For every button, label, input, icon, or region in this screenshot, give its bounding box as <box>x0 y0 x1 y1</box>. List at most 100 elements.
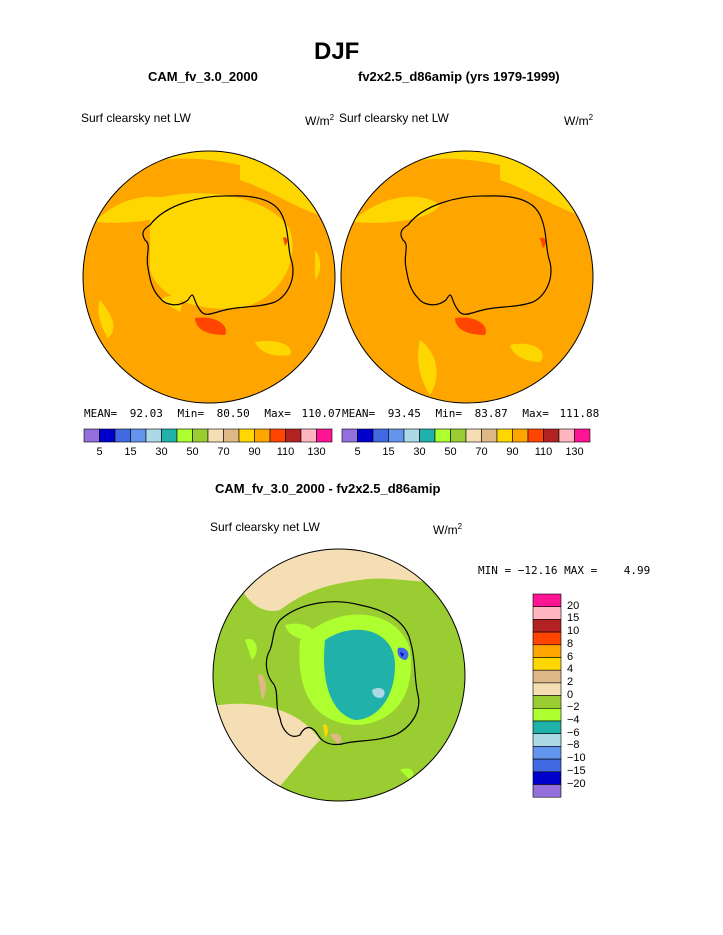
colorbar-swatch <box>83 428 100 443</box>
right-variable-label: Surf clearsky net LW <box>339 111 449 125</box>
colorbar-swatch <box>532 771 562 785</box>
left-polar-map <box>83 151 335 403</box>
colorbar-swatch <box>130 428 147 443</box>
colorbar-swatch <box>558 428 575 443</box>
colorbar-swatch <box>99 428 116 443</box>
right-min-label: Min= <box>435 407 463 420</box>
colorbar-tick-label: 4 <box>567 663 574 676</box>
colorbar-tick-label: 8 <box>567 637 574 650</box>
colorbar-tick-label: −2 <box>567 701 580 714</box>
colorbar-swatch <box>527 428 544 443</box>
left-mean-value: 92.03 <box>129 407 163 420</box>
right-max-value: 111.88 <box>559 407 600 420</box>
colorbar-swatch <box>532 631 562 646</box>
colorbar-swatch <box>254 428 271 443</box>
left-min-label: Min= <box>177 407 205 420</box>
colorbar-swatch <box>496 428 513 443</box>
difference-colorbar <box>532 593 562 798</box>
colorbar-swatch <box>512 428 529 443</box>
colorbar-tick-label: −6 <box>567 726 580 739</box>
colorbar-swatch <box>207 428 224 443</box>
colorbar-swatch <box>532 682 562 696</box>
colorbar-swatch <box>532 657 562 671</box>
left-case-title: CAM_fv_3.0_2000 <box>148 69 258 84</box>
colorbar-swatch <box>192 428 209 443</box>
colorbar-tick-label: 20 <box>567 599 580 612</box>
right-polar-map <box>341 151 593 403</box>
colorbar-swatch <box>238 428 255 443</box>
colorbar-swatch <box>372 428 389 443</box>
right-case-title: fv2x2.5_d86amip (yrs 1979-1999) <box>358 69 560 84</box>
colorbar-swatch <box>532 644 562 658</box>
colorbar-tick-label: 15 <box>124 446 137 458</box>
difference-variable-label: Surf clearsky net LW <box>210 520 320 534</box>
colorbar-swatch <box>532 593 562 607</box>
colorbar-swatch <box>532 758 562 773</box>
colorbar-swatch <box>574 428 591 443</box>
colorbar-tick-label: 2 <box>567 675 574 688</box>
colorbar-tick-label: 110 <box>276 446 295 458</box>
colorbar-swatch <box>300 428 317 443</box>
left-max-label: Max= <box>264 407 291 420</box>
colorbar-swatch <box>161 428 178 443</box>
colorbar-swatch <box>434 428 451 443</box>
colorbar-swatch <box>532 619 562 633</box>
colorbar-tick-label: 5 <box>354 446 361 458</box>
colorbar-tick-label: −20 <box>567 777 586 790</box>
colorbar-tick-label: 130 <box>565 446 584 458</box>
colorbar-tick-label: 30 <box>413 446 426 458</box>
colorbar-swatch <box>285 428 302 443</box>
difference-title: CAM_fv_3.0_2000 - fv2x2.5_d86amip <box>215 481 441 496</box>
colorbar-swatch <box>532 720 562 734</box>
colorbar-tick-label: −15 <box>567 764 586 777</box>
colorbar-tick-label: 15 <box>567 612 580 625</box>
colorbar-tick-label: 5 <box>96 446 103 458</box>
colorbar-tick-label: 50 <box>444 446 457 458</box>
colorbar-swatch <box>543 428 560 443</box>
right-max-label: Max= <box>522 407 549 420</box>
colorbar-swatch <box>532 746 562 760</box>
colorbar-swatch <box>114 428 131 443</box>
colorbar-swatch <box>357 428 374 443</box>
colorbar-swatch <box>388 428 405 443</box>
left-stats: MEAN= 92.03 Min= 80.50 Max= 110.07 <box>84 407 341 420</box>
left-mean-label: MEAN= <box>84 407 118 420</box>
difference-units-label: W/m2 <box>433 522 463 537</box>
colorbar-swatch <box>532 784 562 798</box>
colorbar-tick-label: 90 <box>248 446 261 458</box>
colorbar-swatch <box>176 428 193 443</box>
colorbar-swatch <box>316 428 333 443</box>
right-mean-label: MEAN= <box>342 407 376 420</box>
difference-polar-map <box>213 549 465 801</box>
colorbar-swatch <box>465 428 482 443</box>
colorbar-tick-label: 130 <box>307 446 326 458</box>
colorbar-swatch <box>532 707 562 722</box>
right-colorbar <box>341 428 591 443</box>
colorbar-tick-label: 15 <box>382 446 395 458</box>
colorbar-tick-label: −4 <box>567 714 580 726</box>
colorbar-tick-label: 50 <box>186 446 199 458</box>
colorbar-swatch <box>341 428 358 443</box>
colorbar-tick-label: 30 <box>155 446 168 458</box>
left-units-label: W/m2 <box>305 113 335 128</box>
colorbar-swatch <box>450 428 467 443</box>
page-title: DJF <box>314 38 360 65</box>
right-units-label: W/m2 <box>564 113 594 128</box>
difference-min-max: MIN = −12.16 MAX = 4.99 <box>478 564 651 577</box>
right-min-value: 83.87 <box>474 407 508 420</box>
left-variable-label: Surf clearsky net LW <box>81 111 191 125</box>
colorbar-swatch <box>419 428 436 443</box>
colorbar-swatch <box>481 428 498 443</box>
colorbar-tick-label: 10 <box>567 625 580 638</box>
left-colorbar <box>83 428 333 443</box>
left-min-value: 80.50 <box>216 407 250 420</box>
colorbar-swatch <box>532 733 562 747</box>
colorbar-swatch <box>532 669 562 684</box>
colorbar-swatch <box>532 606 562 620</box>
colorbar-swatch <box>269 428 286 443</box>
colorbar-tick-label: 70 <box>217 446 230 458</box>
left-max-value: 110.07 <box>301 407 342 420</box>
colorbar-tick-label: −10 <box>567 752 586 765</box>
colorbar-swatch <box>403 428 420 443</box>
